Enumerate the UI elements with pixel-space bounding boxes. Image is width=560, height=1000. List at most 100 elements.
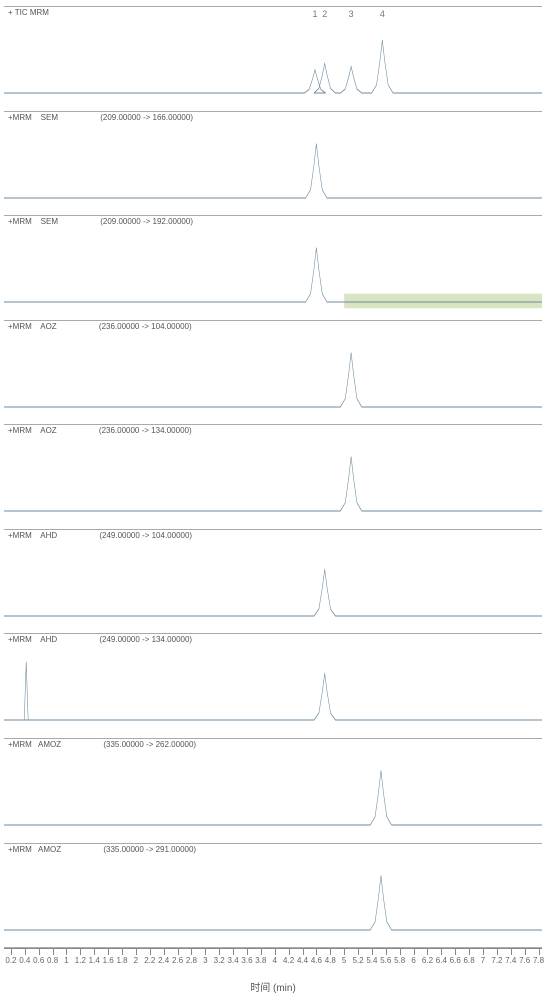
axis-tick-label: 2.2 <box>144 956 155 965</box>
trace-svg <box>4 844 542 948</box>
axis-tick <box>205 948 206 955</box>
trace-panel: +MRM AMOZ (335.00000 -> 262.00000) <box>4 738 542 843</box>
axis-tick-label: 3.2 <box>214 956 225 965</box>
trace-line <box>4 771 542 825</box>
x-axis-line <box>4 948 542 949</box>
axis-tick-label: 7.8 <box>533 956 544 965</box>
axis-tick <box>11 948 12 955</box>
axis-tick <box>178 948 179 955</box>
axis-tick-label: 4 <box>273 956 277 965</box>
axis-tick <box>455 948 456 955</box>
axis-tick <box>247 948 248 955</box>
axis-tick <box>330 948 331 955</box>
peak-number: 4 <box>380 9 385 19</box>
axis-tick-label: 2.4 <box>158 956 169 965</box>
trace-line <box>4 143 542 197</box>
axis-tick <box>414 948 415 955</box>
axis-tick <box>25 948 26 955</box>
axis-tick-label: 0.2 <box>5 956 16 965</box>
axis-tick <box>94 948 95 955</box>
axis-tick-label: 5 <box>342 956 346 965</box>
x-axis-title: 时间 (min) <box>250 979 296 994</box>
axis-tick-label: 4.4 <box>297 956 308 965</box>
trace-line <box>4 569 542 616</box>
trace-line <box>4 457 542 511</box>
trace-svg <box>4 216 542 320</box>
trace-svg <box>4 321 542 425</box>
axis-tick <box>108 948 109 955</box>
trace-panel: +MRM AMOZ (335.00000 -> 291.00000) <box>4 843 542 949</box>
axis-tick <box>497 948 498 955</box>
trace-svg <box>4 634 542 738</box>
axis-tick-label: 1.6 <box>103 956 114 965</box>
peak-number: 2 <box>322 9 327 19</box>
axis-tick-label: 4.8 <box>325 956 336 965</box>
trace-line <box>4 352 542 406</box>
axis-tick <box>469 948 470 955</box>
axis-tick <box>289 948 290 955</box>
peak-number: 3 <box>349 9 354 19</box>
axis-tick <box>80 948 81 955</box>
axis-tick <box>372 948 373 955</box>
axis-tick-label: 1 <box>64 956 68 965</box>
axis-tick-label: 3.6 <box>241 956 252 965</box>
axis-tick <box>303 948 304 955</box>
axis-tick <box>150 948 151 955</box>
axis-tick-label: 7.2 <box>491 956 502 965</box>
axis-tick <box>539 948 540 955</box>
axis-tick-label: 1.8 <box>116 956 127 965</box>
axis-tick <box>66 948 67 955</box>
axis-tick <box>164 948 165 955</box>
axis-tick <box>122 948 123 955</box>
trace-line <box>4 674 542 721</box>
axis-tick-label: 6.4 <box>436 956 447 965</box>
axis-tick <box>261 948 262 955</box>
axis-tick-label: 6.6 <box>450 956 461 965</box>
trace-svg <box>4 425 542 529</box>
trace-line <box>4 875 542 929</box>
trace-svg <box>4 739 542 843</box>
axis-tick-label: 7.4 <box>505 956 516 965</box>
axis-tick <box>427 948 428 955</box>
axis-tick-label: 6.2 <box>422 956 433 965</box>
axis-tick-label: 2 <box>134 956 138 965</box>
axis-tick-label: 4.2 <box>283 956 294 965</box>
trace-panel: +MRM AHD (249.00000 -> 134.00000) <box>4 633 542 738</box>
axis-tick-label: 5.6 <box>380 956 391 965</box>
axis-tick-label: 2.8 <box>186 956 197 965</box>
trace-line <box>4 40 542 93</box>
trace-panel: +MRM AHD (249.00000 -> 104.00000) <box>4 529 542 634</box>
axis-tick <box>483 948 484 955</box>
trace-panel: +MRM SEM (209.00000 -> 166.00000) <box>4 111 542 216</box>
axis-tick <box>275 948 276 955</box>
trace-panel: +MRM SEM (209.00000 -> 192.00000) <box>4 215 542 320</box>
chromatogram-panels: + TIC MRM1234+MRM SEM (209.00000 -> 166.… <box>4 6 542 948</box>
axis-tick <box>191 948 192 955</box>
axis-tick <box>344 948 345 955</box>
axis-tick <box>53 948 54 955</box>
axis-tick-label: 5.4 <box>366 956 377 965</box>
axis-tick <box>511 948 512 955</box>
axis-tick <box>39 948 40 955</box>
axis-tick-label: 6.8 <box>464 956 475 965</box>
axis-tick-label: 2.6 <box>172 956 183 965</box>
axis-tick <box>233 948 234 955</box>
trace-svg <box>4 530 542 634</box>
axis-tick <box>441 948 442 955</box>
axis-tick <box>219 948 220 955</box>
axis-tick-label: 0.6 <box>33 956 44 965</box>
axis-tick-label: 1.2 <box>75 956 86 965</box>
x-axis: 时间 (min) 0.20.40.60.811.21.41.61.822.22.… <box>4 948 542 994</box>
trace-panel: +MRM AOZ (236.00000 -> 134.00000) <box>4 424 542 529</box>
axis-tick-label: 5.8 <box>394 956 405 965</box>
axis-tick-label: 6 <box>411 956 415 965</box>
axis-tick <box>358 948 359 955</box>
axis-tick-label: 3 <box>203 956 207 965</box>
axis-tick-label: 0.4 <box>19 956 30 965</box>
axis-tick-label: 3.8 <box>255 956 266 965</box>
axis-tick-label: 7.6 <box>519 956 530 965</box>
axis-tick-label: 0.8 <box>47 956 58 965</box>
axis-tick <box>525 948 526 955</box>
axis-tick <box>316 948 317 955</box>
trace-svg <box>4 7 542 111</box>
